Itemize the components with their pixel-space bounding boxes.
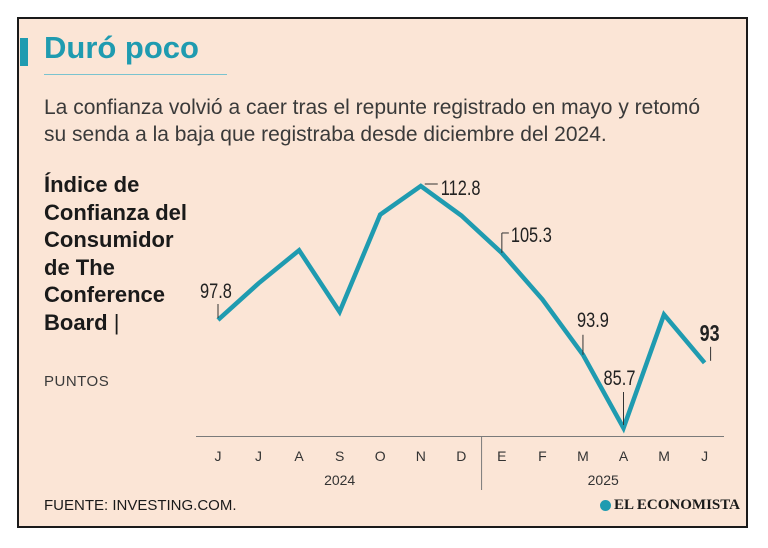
series-line — [216, 183, 707, 434]
x-tick-label: O — [375, 448, 386, 464]
x-tick-label: A — [619, 448, 629, 464]
x-tick-label: M — [658, 448, 670, 464]
x-tick-label: S — [335, 448, 344, 464]
x-tick-label: A — [294, 448, 304, 464]
year-label: 2024 — [324, 472, 355, 488]
x-tick-label: J — [701, 448, 708, 464]
chart-subtitle: La confianza volvió a caer tras el repun… — [44, 96, 701, 146]
data-label: 97.8 — [200, 279, 232, 302]
data-label: 93 — [700, 321, 720, 347]
data-label: 85.7 — [604, 366, 636, 389]
x-tick-label: M — [577, 448, 589, 464]
x-tick-label: F — [538, 448, 547, 464]
unit-label: PUNTOS — [44, 373, 110, 390]
brand-logo: EL ECONOMISTA — [600, 497, 740, 514]
x-tick-label: J — [255, 448, 262, 464]
year-label: 2025 — [588, 472, 619, 488]
chart-title: Duró poco — [44, 30, 199, 65]
brand-name: EL ECONOMISTA — [614, 497, 740, 513]
data-label: 105.3 — [511, 223, 552, 246]
brand-icon — [600, 500, 611, 511]
x-tick-label: E — [497, 448, 506, 464]
data-label: 112.8 — [441, 176, 481, 199]
title-underline — [44, 74, 227, 75]
source-note: FUENTE: INVESTING.COM. — [44, 497, 237, 514]
index-title-separator: | — [113, 309, 120, 335]
title-accent-bar — [20, 38, 28, 66]
data-label: 93.9 — [577, 308, 609, 331]
x-tick-label: N — [416, 448, 426, 464]
x-tick-label: J — [215, 448, 222, 464]
index-title-text: Índice de Confianza del Consumidor de Th… — [44, 172, 188, 335]
chart-card — [17, 17, 748, 528]
index-title: Índice de Confianza del Consumidor de Th… — [44, 171, 204, 336]
x-tick-label: D — [456, 448, 466, 464]
